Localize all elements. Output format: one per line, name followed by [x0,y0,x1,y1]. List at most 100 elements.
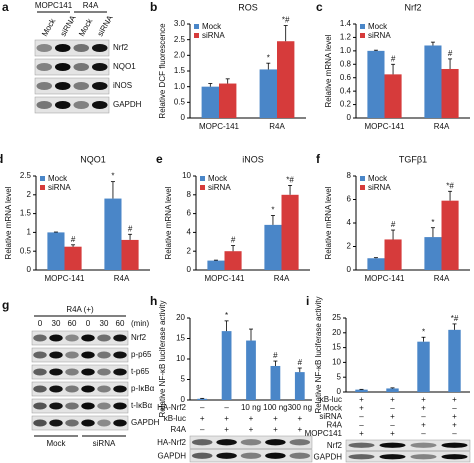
y-tick-label: 10 [182,171,191,180]
legend-label: Mock [208,174,228,183]
blot-label: HA-Nrf2 [157,438,186,447]
row-label: iNOS [113,81,132,90]
blot-label: GAPDH [158,451,187,460]
blot-band [54,63,71,71]
bar [221,331,232,400]
annotation: # [298,358,303,367]
annotation: *# [446,181,454,190]
y-axis-label: Relative mRNA level [4,186,13,259]
blot-band [65,385,79,393]
condition-value: 100 ng [263,403,287,412]
blot-band [191,452,213,459]
blot-band [348,454,375,460]
chart-title: iNOS [242,154,264,164]
y-axis-label: Relative mRNA level [324,186,333,259]
treatment-label: R4A (+) [66,305,94,314]
blot-band [191,439,213,446]
condition-value: – [390,421,395,430]
condition-value: + [390,395,395,404]
blot-band [113,402,127,410]
bar [448,329,461,392]
blot-band [97,385,111,393]
lane-label: siRNA [96,13,115,38]
condition-value: + [452,421,457,430]
condition-value: – [224,403,229,412]
blot-band [410,454,437,460]
y-tick-label: 20 [176,313,185,322]
blot-band [441,442,468,448]
y-tick-label: 0 [337,387,342,396]
group-label: MOPC141 [35,1,73,10]
blot-band [49,385,63,393]
bar [384,74,402,118]
legend-swatch [360,185,365,190]
panel-letter: a [2,0,9,14]
blot-band [65,419,79,427]
bar [219,83,237,118]
row-label: t-p65 [131,367,150,376]
blot-band [49,402,63,410]
legend-label: Mock [368,22,388,31]
condition-value: – [200,403,205,412]
legend-swatch [200,176,205,181]
blot-band [54,82,71,90]
annotation: * [267,53,270,62]
panel-letter: i [306,294,309,308]
y-tick-label: 0.2 [340,100,352,109]
bar [277,41,295,118]
condition-value: + [359,429,364,438]
legend-label: siRNA [208,183,231,192]
blot-band [33,351,47,359]
bar [104,198,122,270]
blot-band [65,334,79,342]
y-tick-label: 25 [332,313,341,322]
x-tick-label: MOPC-141 [199,122,240,131]
blot-band [91,63,108,71]
blot-band [265,439,286,446]
blot-strip [34,77,110,95]
blot-band [113,419,127,427]
chart-title: Nrf2 [404,2,421,12]
blot-band [113,385,127,393]
blot-band [73,101,90,109]
y-tick-label: 0 [187,265,192,274]
legend-swatch [194,33,199,38]
annotation: # [448,49,453,58]
x-tick-label: R4A [434,274,450,283]
blot-band [113,368,127,376]
x-tick-label: MOPC-141 [364,122,405,131]
legend-swatch [360,24,365,29]
y-tick-label: 1.4 [340,19,352,28]
blot-band [33,368,47,376]
y-axis-label: Relative mRNA level [324,34,333,107]
blot-band [81,419,95,427]
legend-swatch [200,185,205,190]
unit-label: (min) [131,319,150,328]
legend-label: Mock [202,22,222,31]
y-tick-label: 3.0 [174,19,186,28]
condition-value: + [273,425,278,434]
bar [281,194,299,270]
blot-strip [345,439,471,451]
bar [294,372,305,400]
blot-band [216,439,237,446]
blot-strip [34,39,110,57]
annotation: * [271,206,274,215]
condition-label: MOPC141 [305,429,343,438]
condition-label: κB-luc [320,395,342,404]
bar [367,258,385,270]
annotation: # [71,235,76,244]
blot-band [348,442,375,448]
row-label: Nrf2 [113,43,129,52]
bar [355,389,368,392]
y-axis-label: Relative DCF fluorescence [158,23,167,119]
y-tick-label: 0.8 [340,59,352,68]
y-axis-label: Relative NF-κB luciferase activity [158,301,167,418]
blot-band [91,82,108,90]
legend-swatch [360,33,365,38]
blot-band [73,44,90,52]
legend-swatch [40,176,45,181]
lane-label: 0 [38,319,43,328]
condition-value: + [224,414,229,423]
